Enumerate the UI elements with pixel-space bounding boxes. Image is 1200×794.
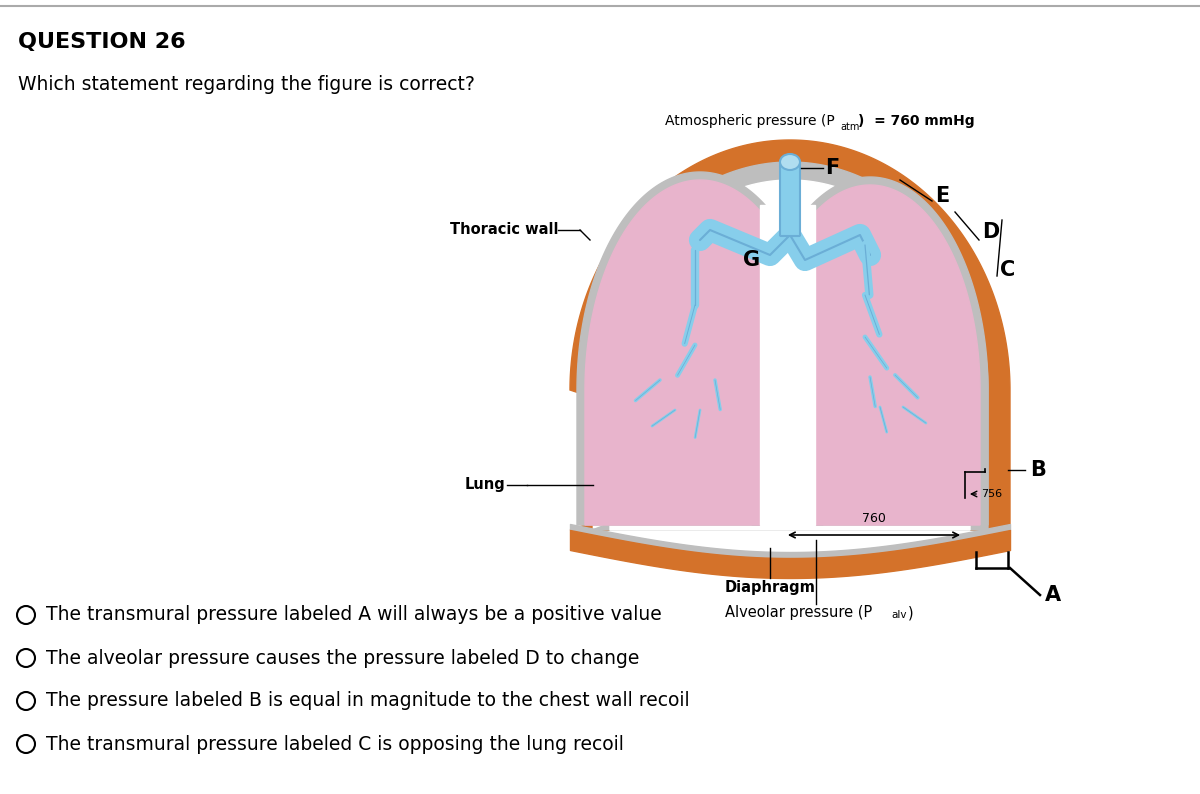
Text: F: F: [826, 158, 839, 178]
Ellipse shape: [780, 154, 800, 170]
Text: Thoracic wall: Thoracic wall: [450, 222, 558, 237]
Text: atm: atm: [840, 122, 859, 132]
FancyBboxPatch shape: [780, 161, 800, 236]
Text: A: A: [1045, 585, 1061, 605]
Text: Alveolar pressure (P: Alveolar pressure (P: [725, 605, 872, 620]
Text: 756: 756: [982, 489, 1002, 499]
Polygon shape: [592, 162, 988, 530]
Text: G: G: [744, 250, 761, 270]
Text: Lung: Lung: [466, 477, 505, 492]
Text: E: E: [935, 186, 949, 206]
Text: D: D: [982, 222, 1000, 242]
Text: The pressure labeled B is equal in magnitude to the chest wall recoil: The pressure labeled B is equal in magni…: [46, 692, 690, 711]
Text: Diaphragm: Diaphragm: [725, 580, 816, 595]
Text: alv: alv: [890, 610, 906, 620]
Text: QUESTION 26: QUESTION 26: [18, 32, 186, 52]
Text: ): ): [908, 605, 913, 620]
Text: Which statement regarding the figure is correct?: Which statement regarding the figure is …: [18, 75, 475, 94]
Text: The alveolar pressure causes the pressure labeled D to change: The alveolar pressure causes the pressur…: [46, 649, 640, 668]
Polygon shape: [577, 172, 823, 525]
Polygon shape: [760, 185, 980, 525]
Text: C: C: [1000, 260, 1015, 280]
Polygon shape: [610, 180, 970, 530]
Polygon shape: [570, 140, 1010, 530]
Text: Atmospheric pressure (P: Atmospheric pressure (P: [665, 114, 835, 128]
Polygon shape: [752, 177, 988, 525]
Text: )  = 760 mmHg: ) = 760 mmHg: [858, 114, 974, 128]
Text: The transmural pressure labeled A will always be a positive value: The transmural pressure labeled A will a…: [46, 606, 661, 625]
Text: 760: 760: [862, 512, 886, 525]
Text: The transmural pressure labeled C is opposing the lung recoil: The transmural pressure labeled C is opp…: [46, 734, 624, 754]
Text: B: B: [1030, 460, 1046, 480]
Polygon shape: [586, 180, 815, 525]
Polygon shape: [760, 205, 815, 525]
